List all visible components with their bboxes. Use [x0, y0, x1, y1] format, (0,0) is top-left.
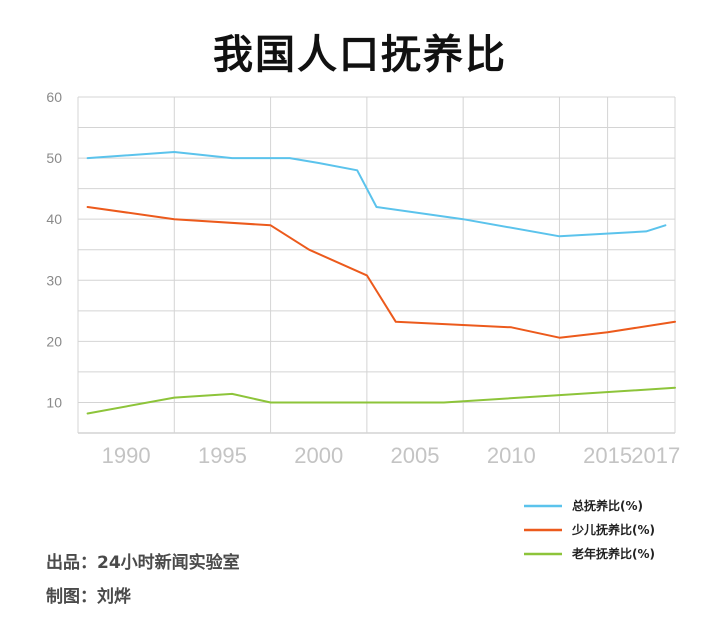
x-tick-label: 1990 — [102, 443, 151, 468]
legend-item-total-label: 总抚养比(%) — [572, 498, 643, 513]
y-tick-label: 30 — [46, 272, 62, 288]
credit-source: 出品：24小时新闻实验室 — [46, 553, 240, 573]
y-tick-label: 60 — [46, 89, 62, 105]
x-tick-label: 2005 — [391, 443, 440, 468]
legend-item-elderly-label: 老年抚养比(%) — [572, 546, 655, 561]
legend: 总抚养比(%) 少儿抚养比(%) 老年抚养比(%) — [524, 498, 655, 561]
y-tick-label: 50 — [46, 150, 62, 166]
series-lines — [86, 151, 676, 415]
series-line-youth — [86, 206, 676, 339]
axes: 10 20 30 40 50 60 1990 1995 2000 2005 2010 2015 2017 — [46, 89, 680, 468]
series-line-elderly — [86, 386, 676, 415]
x-tick-label: 1995 — [198, 443, 247, 468]
x-tick-label: 2010 — [487, 443, 536, 468]
x-tick-label: 2000 — [294, 443, 343, 468]
series-line-total — [86, 151, 667, 238]
chart-title: 我国人口抚养比 — [213, 32, 507, 78]
y-tick-label: 10 — [46, 394, 62, 410]
y-tick-label: 40 — [46, 211, 62, 227]
x-tick-label: 2017 — [631, 443, 680, 468]
x-tick-label: 2015 — [583, 443, 632, 468]
grid — [77, 96, 676, 433]
y-tick-label: 20 — [46, 333, 62, 349]
credit-author: 制图：刘烨 — [46, 587, 131, 607]
legend-item-youth-label: 少儿抚养比(%) — [571, 522, 655, 537]
